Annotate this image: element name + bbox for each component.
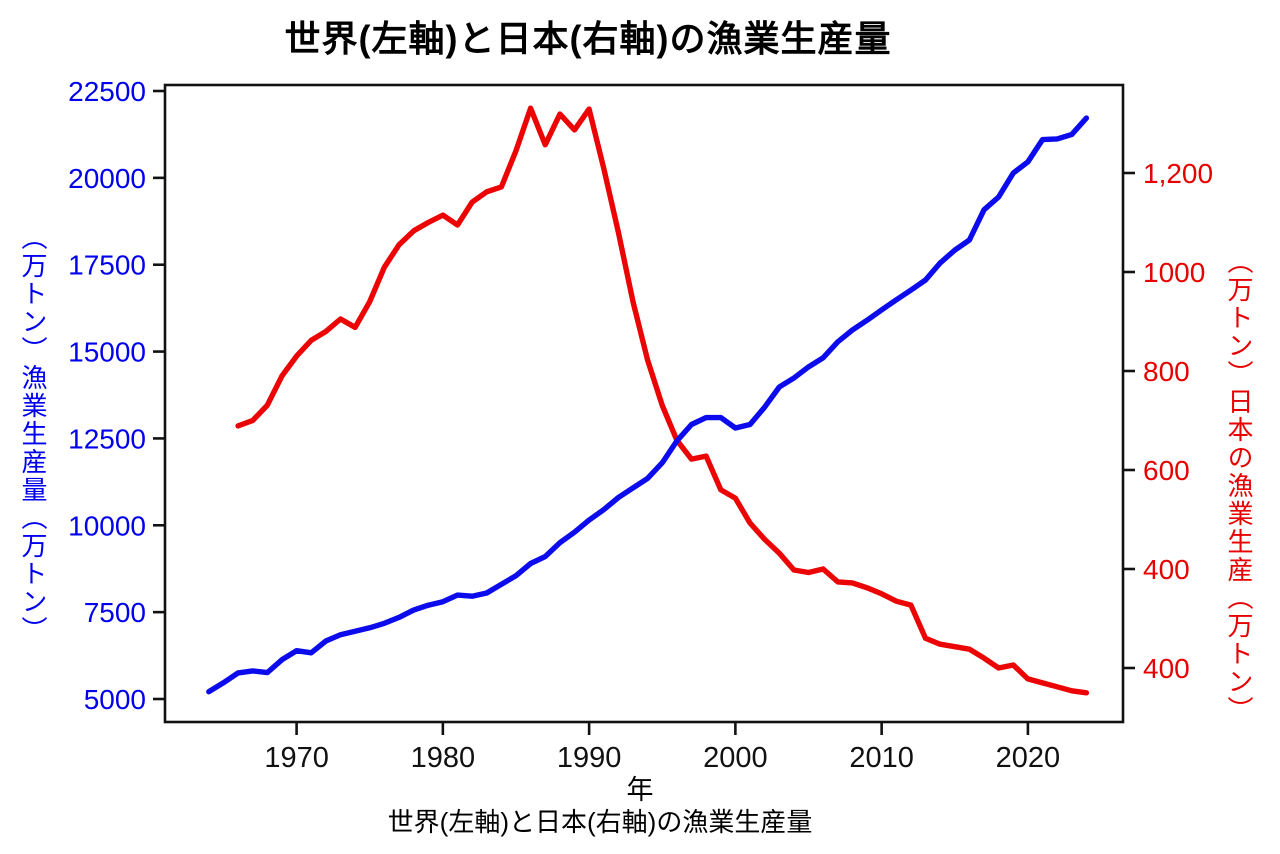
left-axis-label: （万トン）漁業生産量（万トン） — [18, 224, 48, 644]
x-axis-label: 年 — [626, 775, 654, 805]
right-axis-tick-label: 600 — [1143, 455, 1190, 486]
x-axis-tick-label: 2020 — [996, 742, 1061, 774]
right-axis-tick-label: 1,200 — [1143, 158, 1213, 189]
x-axis-tick-label: 1980 — [411, 742, 476, 774]
right-axis-label: （万トン）日本の漁業生産（万トン） — [1224, 248, 1254, 724]
chart-title: 世界(左軸)と日本(右軸)の漁業生産量 — [284, 18, 892, 59]
figure-caption: 世界(左軸)と日本(右軸)の漁業生産量 — [387, 807, 813, 837]
left-axis-tick-label: 7500 — [84, 597, 146, 628]
right-axis-tick-label: 400 — [1143, 554, 1190, 585]
world-series-line — [206, 115, 1090, 695]
plot-frame — [163, 83, 1125, 724]
left-axis-tick-label: 15000 — [68, 337, 146, 368]
left-axis-tick-label: 20000 — [68, 163, 146, 194]
x-axis-tick-label: 1990 — [557, 742, 622, 774]
left-axis-tick-label: 5000 — [84, 684, 146, 715]
x-axis-tick-label: 2000 — [703, 742, 768, 774]
japan-series-line — [235, 105, 1090, 696]
right-axis-tick-label: 1000 — [1143, 257, 1205, 288]
left-axis-tick-label: 17500 — [68, 250, 146, 281]
x-axis-tick-label: 2010 — [849, 742, 914, 774]
right-axis-tick-label: 800 — [1143, 356, 1190, 387]
x-axis-tick-label: 1970 — [264, 742, 329, 774]
left-axis-tick-label: 22500 — [68, 76, 146, 107]
left-axis-tick-label: 10000 — [68, 510, 146, 541]
right-axis-tick-label: 400 — [1143, 653, 1190, 684]
left-axis-tick-label: 12500 — [68, 423, 146, 454]
